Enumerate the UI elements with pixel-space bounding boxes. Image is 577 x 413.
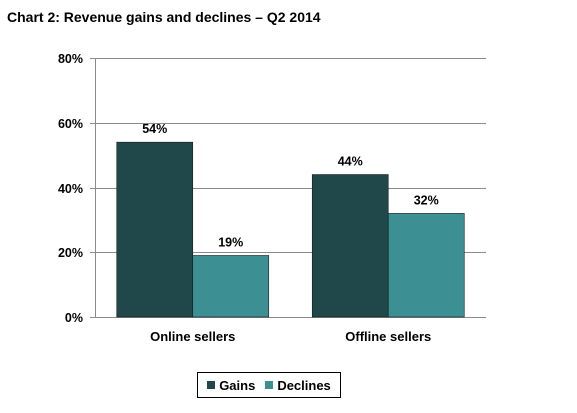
data-label: 32%: [414, 193, 439, 207]
legend-label-declines: Declines: [277, 377, 331, 393]
legend-swatch-declines: [265, 381, 274, 389]
legend-item-declines: Declines: [265, 377, 331, 393]
y-tick-label: 40%: [58, 182, 83, 196]
data-label: 19%: [218, 235, 243, 249]
y-tick-label: 0%: [65, 311, 83, 325]
bar: [192, 255, 270, 318]
y-tick-label: 80%: [58, 52, 83, 66]
data-label: 44%: [338, 155, 363, 169]
category-label: Offline sellers: [345, 329, 431, 344]
y-tick-label: 60%: [58, 117, 83, 131]
legend-label-gains: Gains: [219, 377, 256, 393]
legend-swatch-gains: [207, 381, 216, 389]
bar: [387, 213, 465, 318]
data-label: 54%: [142, 122, 167, 136]
legend-item-gains: Gains: [207, 378, 255, 393]
bar: [116, 141, 194, 318]
chart-title: Chart 2: Revenue gains and declines – Q2…: [7, 9, 321, 25]
legend: Gains Declines: [197, 372, 341, 398]
y-tick-label: 20%: [58, 246, 83, 260]
category-label: Online sellers: [150, 329, 235, 344]
bar: [311, 174, 389, 318]
